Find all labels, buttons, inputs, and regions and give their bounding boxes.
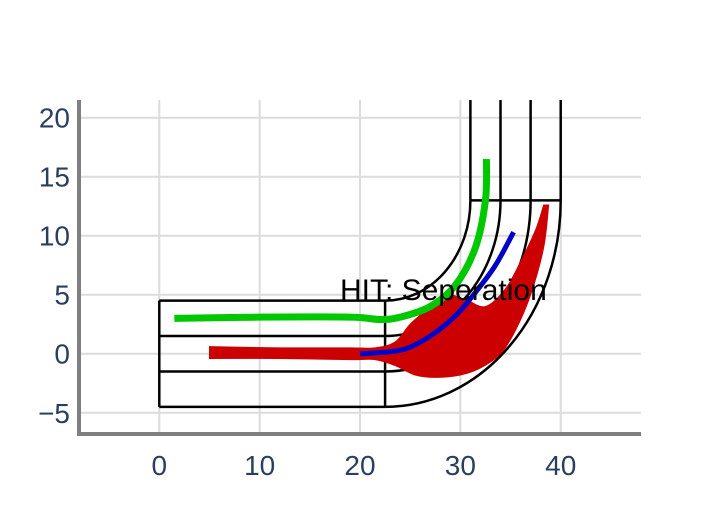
x-tick-label: 30	[445, 450, 476, 481]
x-tick-label: 0	[151, 450, 167, 481]
red-band	[208, 204, 550, 378]
x-tick-label: 10	[244, 450, 275, 481]
annotations: HIT: Seperation	[340, 274, 547, 307]
channel-bend-arc	[385, 200, 472, 302]
channel-bend-arc	[385, 200, 562, 409]
data-series	[174, 158, 550, 378]
y-tick-label: −5	[38, 398, 70, 429]
y-tick-label: 10	[39, 221, 70, 252]
channel-outline	[158, 100, 562, 409]
x-tick-label: 20	[344, 450, 375, 481]
axes	[77, 100, 641, 436]
grid	[79, 100, 641, 434]
y-tick-label: 20	[39, 103, 70, 134]
blue-line	[359, 230, 516, 357]
tick-labels: 0 10 20 30 40 −5 0 5 10 15 20	[38, 103, 576, 481]
annotation-label: HIT: Seperation	[340, 274, 547, 307]
y-tick-label: 5	[54, 280, 70, 311]
green-line	[174, 158, 491, 324]
x-tick-label: 40	[545, 450, 576, 481]
y-tick-label: 0	[54, 339, 70, 370]
y-tick-label: 15	[39, 162, 70, 193]
